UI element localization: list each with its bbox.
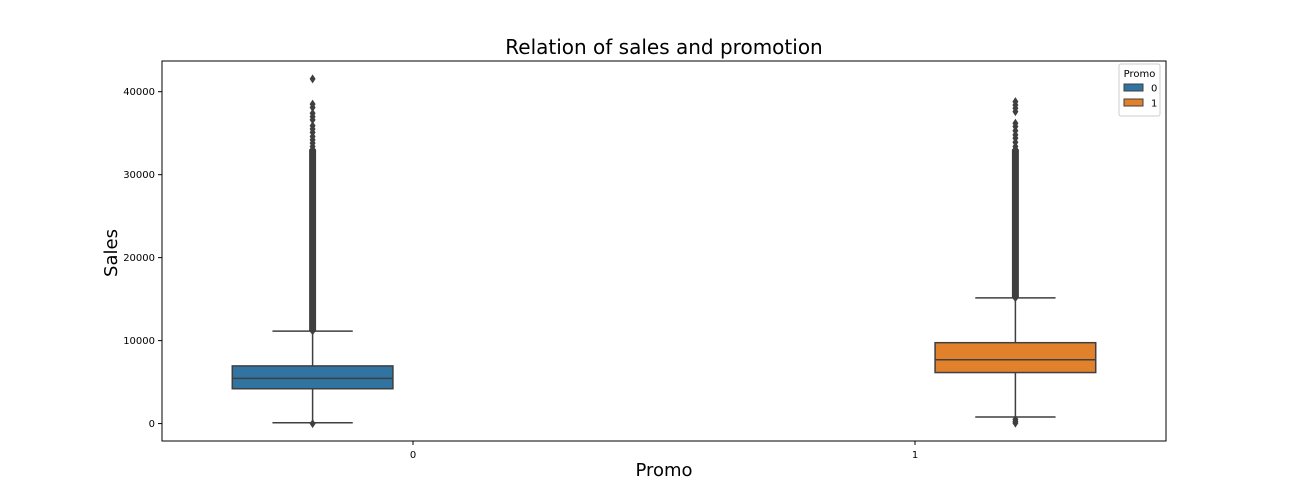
box-iqr <box>934 341 1097 374</box>
box-0 <box>231 74 394 429</box>
plot-frame <box>161 60 1167 442</box>
box-1 <box>934 97 1097 428</box>
legend-entry-label: 1 <box>1151 99 1157 110</box>
y-tick-label: 10000 <box>123 336 155 347</box>
outlier-band <box>309 149 317 331</box>
outlier-point <box>309 102 316 112</box>
outlier-point <box>309 326 317 336</box>
chart-title: Relation of sales and promotion <box>505 35 822 59</box>
y-axis-label: Sales <box>101 229 122 277</box>
x-tick-label: 0 <box>410 450 416 461</box>
y-tick-label: 30000 <box>123 170 155 181</box>
legend-swatch <box>1123 98 1144 107</box>
y-tick-label: 0 <box>149 419 155 430</box>
plot-area: 0 10000 20000 30000 40000 0 1 <box>123 74 1097 461</box>
outlier-point <box>1012 107 1019 117</box>
outlier-point <box>309 74 316 84</box>
y-tick-label: 40000 <box>123 87 155 98</box>
legend-entry-label: 0 <box>1151 84 1157 95</box>
outlier-point <box>309 115 316 125</box>
y-tick-label: 20000 <box>123 253 155 264</box>
outlier-point <box>1012 145 1019 155</box>
legend-swatch <box>1123 83 1144 92</box>
box-iqr <box>231 365 394 390</box>
outlier-point <box>309 145 316 155</box>
legend-title: Promo <box>1124 69 1156 80</box>
outlier-band <box>1011 149 1019 298</box>
outlier-point <box>309 419 316 429</box>
legend: Promo 0 1 <box>1118 63 1161 117</box>
outlier-point <box>1011 292 1019 302</box>
x-tick-label: 1 <box>912 450 918 461</box>
x-axis-label: Promo <box>635 460 692 481</box>
outlier-point <box>1012 418 1019 428</box>
